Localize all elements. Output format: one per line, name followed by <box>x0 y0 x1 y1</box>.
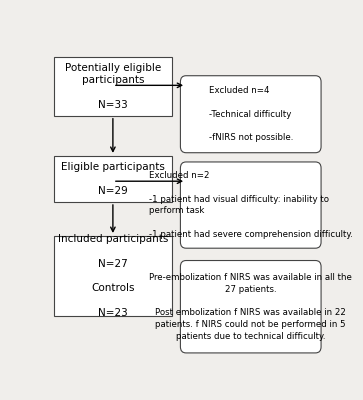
Text: Excluded n=2

-1 patient had visual difficulty: inability to
perform task

-1 pa: Excluded n=2 -1 patient had visual diffi… <box>149 171 353 239</box>
Text: Eligible participants

N=29: Eligible participants N=29 <box>61 162 165 196</box>
Text: Excluded n=4

-Technical difficulty

-fNIRS not possible.: Excluded n=4 -Technical difficulty -fNIR… <box>209 86 293 142</box>
FancyBboxPatch shape <box>54 156 172 202</box>
Text: Pre-embolization f NIRS was available in all the
27 patients.

Post embolization: Pre-embolization f NIRS was available in… <box>149 273 352 341</box>
FancyBboxPatch shape <box>180 76 321 153</box>
FancyBboxPatch shape <box>54 57 172 116</box>
Text: Potentially eligible
participants

N=33: Potentially eligible participants N=33 <box>65 63 161 110</box>
FancyBboxPatch shape <box>180 260 321 353</box>
FancyBboxPatch shape <box>180 162 321 248</box>
FancyBboxPatch shape <box>54 236 172 316</box>
Text: Included participants

N=27

Controls

N=23: Included participants N=27 Controls N=23 <box>58 234 168 318</box>
